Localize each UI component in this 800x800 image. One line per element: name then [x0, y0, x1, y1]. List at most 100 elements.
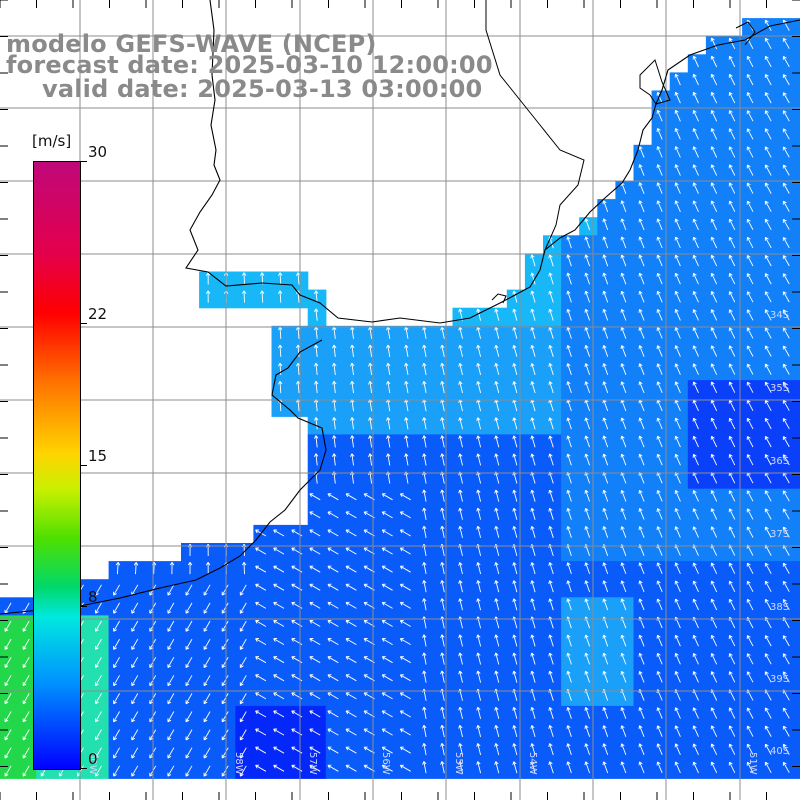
wind-arrow-icon [530, 725, 536, 738]
wind-arrow-icon [674, 417, 681, 430]
wind-arrow-icon [548, 489, 554, 502]
wind-arrow-icon [746, 508, 754, 520]
wind-arrow-icon [638, 707, 645, 719]
wind-arrow-icon [728, 110, 736, 122]
wind-arrow-icon [530, 363, 536, 376]
wind-arrow-icon [656, 345, 663, 357]
wind-arrow-icon [327, 692, 339, 700]
wind-arrow-icon [728, 725, 736, 737]
wind-arrow-icon [674, 562, 681, 574]
wind-arrow-icon [548, 743, 554, 756]
wind-arrow-icon [476, 580, 482, 593]
wind-arrow-icon [458, 507, 463, 520]
wind-arrow-icon [674, 345, 681, 357]
wind-arrow-icon [221, 656, 229, 668]
wind-arrow-icon [512, 308, 518, 321]
wind-arrow-icon [260, 290, 265, 303]
wind-arrow-icon [710, 453, 718, 466]
wind-arrow-icon [458, 761, 463, 774]
wind-arrow-icon [548, 417, 554, 430]
wind-arrow-icon [4, 765, 12, 777]
wind-arrow-icon [113, 656, 120, 668]
wind-arrow-icon [584, 326, 591, 339]
wind-arrow-icon [782, 237, 790, 249]
wind-arrow-icon [309, 656, 321, 664]
wind-arrow-icon [239, 638, 247, 650]
wind-arrow-icon [620, 453, 627, 466]
wind-arrow-icon [692, 598, 699, 611]
wind-arrow-icon [710, 653, 718, 665]
wind-arrow-icon [692, 200, 699, 212]
wind-arrow-icon [512, 344, 518, 357]
wind-arrow-icon [278, 380, 283, 394]
wind-arrow-icon [95, 693, 102, 705]
wind-arrow-icon [205, 561, 211, 575]
wind-arrow-icon [440, 525, 445, 538]
wind-arrow-icon [674, 761, 681, 774]
wind-arrow-icon [22, 693, 30, 705]
wind-arrow-icon [746, 146, 754, 158]
wind-arrow-icon [782, 707, 790, 719]
wind-arrow-icon [512, 598, 518, 611]
wind-arrow-icon [185, 675, 193, 687]
wind-arrow-icon [95, 602, 102, 614]
wind-arrow-icon [458, 652, 463, 665]
wind-arrow-icon [440, 380, 445, 394]
wind-arrow-icon [422, 580, 427, 593]
wind-arrow-icon [728, 381, 736, 393]
wind-arrow-icon [313, 290, 319, 303]
wind-arrow-icon [746, 55, 754, 68]
wind-arrow-icon [548, 507, 554, 520]
wind-arrow-icon [512, 435, 518, 448]
wind-arrow-icon [440, 634, 445, 647]
wind-arrow-icon [620, 272, 627, 285]
bay-outline [491, 293, 507, 304]
wind-arrow-icon [764, 345, 772, 357]
wind-arrow-icon [115, 561, 121, 575]
wind-arrow-icon [602, 435, 609, 448]
wind-arrow-icon [764, 146, 772, 158]
wind-arrow-icon [548, 562, 554, 575]
wind-speed-cell [796, 108, 800, 128]
wind-arrow-icon [692, 327, 699, 339]
wind-arrow-icon [440, 417, 445, 430]
wind-arrow-icon [692, 146, 699, 158]
wind-arrow-icon [710, 417, 718, 430]
wind-arrow-icon [440, 435, 445, 448]
wind-arrow-icon [273, 764, 285, 772]
wind-arrow-icon [674, 164, 681, 176]
wind-arrow-icon [476, 761, 482, 774]
wind-arrow-icon [566, 670, 572, 683]
wind-arrow-icon [728, 254, 736, 267]
wind-arrow-icon [345, 601, 357, 609]
wind-speed-cell [796, 416, 800, 435]
wind-speed-cell [796, 289, 800, 309]
wind-arrow-icon [746, 580, 754, 593]
wind-arrow-icon [692, 363, 699, 375]
wind-arrow-icon [746, 273, 754, 285]
wind-arrow-icon [710, 363, 718, 375]
wind-arrow-icon [381, 692, 393, 700]
wind-arrow-icon [656, 453, 663, 466]
wind-arrow-icon [167, 620, 175, 632]
wind-arrow-icon [309, 746, 321, 754]
wind-arrow-icon [728, 200, 736, 212]
wind-arrow-icon [638, 634, 645, 647]
latitude-labels: 34S 35S 36S 37S 38S 39S 40S [770, 310, 789, 757]
wind-arrow-icon [327, 728, 339, 736]
wind-arrow-icon [638, 761, 645, 774]
wind-arrow-icon [674, 598, 681, 611]
wind-arrow-icon [203, 765, 211, 777]
wind-arrow-icon [494, 344, 500, 357]
wind-arrow-icon [674, 743, 681, 755]
wind-arrow-icon [728, 707, 736, 719]
wind-arrow-icon [782, 164, 790, 176]
wind-arrow-icon [656, 290, 663, 303]
wind-arrow-icon [584, 743, 591, 756]
wind-arrow-icon [602, 345, 609, 357]
wind-arrow-icon [548, 652, 554, 665]
wind-arrow-icon [674, 725, 681, 737]
wind-arrow-icon [566, 308, 572, 321]
wind-arrow-icon [584, 634, 591, 647]
